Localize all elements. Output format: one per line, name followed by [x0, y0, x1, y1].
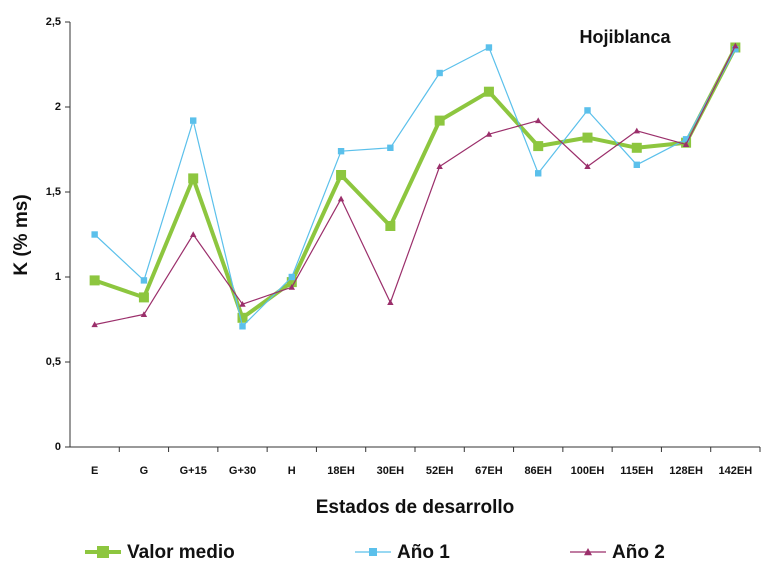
- x-tick-label: 100EH: [571, 465, 605, 477]
- legend-label: Valor medio: [127, 542, 235, 563]
- x-tick-label: 128EH: [669, 465, 703, 477]
- x-tick-label: 86EH: [524, 465, 552, 477]
- series-marker: [188, 173, 199, 184]
- series-marker: [633, 161, 640, 168]
- series-marker: [91, 231, 98, 238]
- y-tick-label: 0,5: [46, 356, 61, 368]
- y-tick-label: 2,5: [46, 16, 61, 28]
- series-marker: [483, 86, 494, 97]
- series-line: [94, 45, 736, 326]
- series-marker: [190, 231, 197, 238]
- x-tick-label: 142EH: [719, 465, 753, 477]
- x-tick-label: 67EH: [475, 465, 503, 477]
- series-marker: [434, 115, 445, 126]
- x-tick-label: 30EH: [377, 465, 405, 477]
- series-marker: [337, 148, 345, 155]
- series-marker: [288, 284, 295, 290]
- x-tick-label: E: [91, 465, 98, 477]
- x-tick-label: G+15: [180, 465, 207, 477]
- series-marker: [385, 221, 396, 231]
- x-tick-label: 52EH: [426, 465, 454, 477]
- annotation: Hojiblanca: [579, 27, 671, 47]
- series-marker: [682, 136, 690, 143]
- series-marker: [436, 163, 443, 170]
- y-tick-label: 1,5: [46, 186, 61, 198]
- series-line: [94, 46, 736, 327]
- series-marker: [138, 292, 149, 303]
- series-marker: [190, 117, 197, 124]
- series-marker: [336, 170, 347, 180]
- x-tick-label: 115EH: [620, 465, 653, 477]
- series-marker: [535, 170, 542, 177]
- series-marker: [91, 321, 98, 328]
- legend-label: Año 2: [612, 542, 665, 563]
- series-marker: [732, 42, 739, 49]
- series-marker: [286, 277, 297, 288]
- series-marker: [89, 275, 100, 286]
- series-marker: [239, 323, 246, 330]
- legend-marker: [369, 548, 377, 556]
- x-tick-label: G+30: [229, 465, 256, 477]
- series-marker: [584, 107, 591, 114]
- series-marker: [485, 44, 493, 51]
- series-marker: [239, 301, 246, 307]
- series-line: [93, 46, 738, 320]
- series-marker: [436, 69, 443, 77]
- series-marker: [533, 141, 544, 152]
- series-marker: [584, 163, 591, 170]
- x-axis-title: Estados de desarrollo: [316, 497, 515, 518]
- series-marker: [582, 132, 593, 143]
- series-marker: [337, 195, 345, 202]
- series-marker: [633, 127, 640, 134]
- series-marker: [682, 141, 690, 147]
- series-marker: [387, 144, 394, 151]
- series-marker: [732, 46, 739, 53]
- legend-marker: [584, 548, 592, 556]
- legend-marker: [97, 546, 109, 558]
- series-marker: [631, 142, 642, 153]
- series-marker: [387, 299, 394, 306]
- series-marker: [485, 131, 493, 137]
- y-tick-label: 1: [55, 271, 61, 283]
- x-tick-label: 18EH: [327, 465, 355, 477]
- series-marker: [535, 117, 542, 124]
- series-marker: [288, 273, 295, 281]
- x-tick-label: H: [288, 465, 296, 477]
- y-tick-label: 2: [55, 101, 61, 113]
- series-marker: [140, 277, 148, 284]
- x-tick-label: G: [140, 465, 149, 477]
- legend-label: Año 1: [397, 542, 450, 563]
- series-marker: [140, 311, 148, 317]
- y-axis-title: K (% ms): [11, 194, 32, 275]
- y-tick-label: 0: [55, 441, 61, 453]
- series-marker: [237, 312, 248, 323]
